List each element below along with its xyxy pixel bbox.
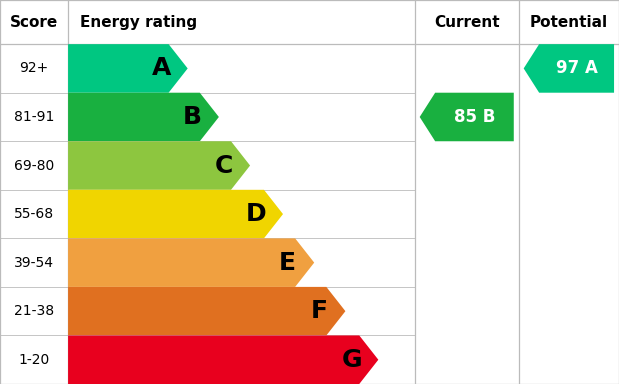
Polygon shape xyxy=(420,93,514,141)
Text: 97 A: 97 A xyxy=(556,60,597,78)
Polygon shape xyxy=(68,238,314,287)
Text: F: F xyxy=(310,299,327,323)
Polygon shape xyxy=(68,190,283,238)
Text: 92+: 92+ xyxy=(19,61,49,75)
Text: 39-54: 39-54 xyxy=(14,256,54,270)
Polygon shape xyxy=(68,93,219,141)
Text: Current: Current xyxy=(434,15,500,30)
Text: Potential: Potential xyxy=(530,15,608,30)
Polygon shape xyxy=(68,336,378,384)
Text: E: E xyxy=(279,251,297,275)
Text: B: B xyxy=(183,105,202,129)
Text: 1-20: 1-20 xyxy=(19,353,50,367)
Text: 81-91: 81-91 xyxy=(14,110,54,124)
Text: G: G xyxy=(342,348,362,372)
Text: 85 B: 85 B xyxy=(454,108,495,126)
Text: 55-68: 55-68 xyxy=(14,207,54,221)
Text: C: C xyxy=(214,154,233,177)
Polygon shape xyxy=(68,141,250,190)
Polygon shape xyxy=(524,44,614,93)
Polygon shape xyxy=(68,44,188,93)
Text: 69-80: 69-80 xyxy=(14,159,54,172)
Text: Score: Score xyxy=(10,15,58,30)
Text: Energy rating: Energy rating xyxy=(80,15,197,30)
Text: D: D xyxy=(246,202,267,226)
Text: A: A xyxy=(152,56,171,80)
Text: 21-38: 21-38 xyxy=(14,304,54,318)
Polygon shape xyxy=(68,287,345,336)
